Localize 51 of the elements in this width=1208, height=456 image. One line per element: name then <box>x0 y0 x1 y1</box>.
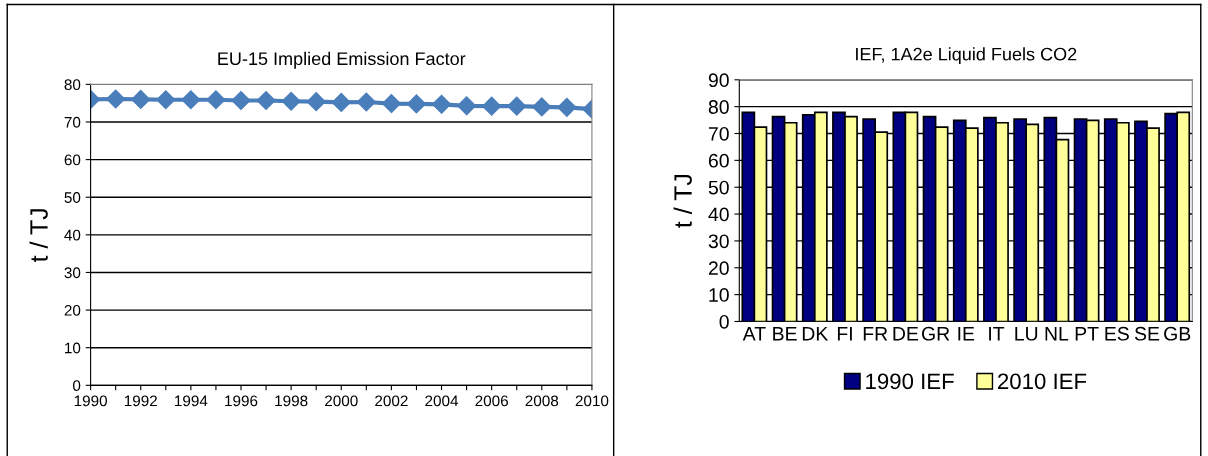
x-tick-label: DE <box>893 327 919 341</box>
y-tick-label: 50 <box>64 192 81 203</box>
x-tick-label: 1996 <box>225 395 258 407</box>
x-tick-label: 1994 <box>175 395 208 407</box>
y-tick-label: 80 <box>64 79 81 91</box>
y-tick-label: 30 <box>708 234 729 249</box>
x-tick-label: GR <box>921 326 950 341</box>
x-tick-label: 2008 <box>525 395 559 407</box>
y-tick-label: 10 <box>65 342 81 354</box>
y-tick-label: 60 <box>64 154 81 166</box>
y-tick-label: 30 <box>64 267 81 279</box>
x-tick-label: 1998 <box>275 395 308 407</box>
chart-title: IEF, 1A2e Liquid Fuels CO2 <box>856 47 1077 65</box>
x-tick-label: 1990 <box>74 395 107 407</box>
x-tick-label: IE <box>958 327 975 341</box>
y-tick-label: 20 <box>708 261 729 276</box>
y-tick-label: 70 <box>64 116 81 128</box>
x-tick-label: LU <box>1015 327 1038 341</box>
y-axis-title: t / TJ <box>673 174 692 228</box>
y-tick-label: 60 <box>708 153 729 168</box>
x-tick-label: FR <box>863 327 888 341</box>
x-tick-label: 2006 <box>475 395 508 407</box>
x-tick-label: FI <box>837 327 852 341</box>
x-tick-label: AT <box>742 327 766 341</box>
y-tick-label: 20 <box>64 304 81 316</box>
y-tick-label: 40 <box>708 207 729 222</box>
y-tick-label: 80 <box>708 100 729 114</box>
y-tick-label: 50 <box>708 180 729 195</box>
y-axis-title: t / TJ <box>29 209 48 263</box>
chart-title: EU-15 Implied Emission Factor <box>218 51 466 69</box>
x-tick-label: PT <box>1075 327 1099 341</box>
x-tick-label: 2000 <box>325 395 358 407</box>
x-tick-label: 1992 <box>124 395 157 407</box>
y-tick-label: 0 <box>72 380 81 392</box>
y-tick-label: 40 <box>64 229 81 241</box>
legend-label: 2010 IEF <box>998 373 1087 390</box>
y-tick-label: 70 <box>708 126 729 141</box>
y-tick-label: 0 <box>719 314 729 329</box>
x-tick-label: 2004 <box>425 395 459 407</box>
x-tick-label: ES <box>1105 326 1129 341</box>
y-tick-label: 10 <box>709 288 729 302</box>
legend-label: 1990 IEF <box>866 373 954 390</box>
x-tick-label: 2010 <box>575 395 609 407</box>
x-tick-label: NL <box>1045 327 1069 341</box>
y-tick-label: 90 <box>708 73 729 88</box>
x-tick-label: DK <box>802 327 829 341</box>
x-tick-label: BE <box>773 327 797 341</box>
x-tick-label: 2002 <box>375 395 408 407</box>
x-tick-label: GB <box>1164 326 1191 341</box>
x-tick-label: SE <box>1134 326 1160 341</box>
x-tick-label: IT <box>989 327 1005 341</box>
